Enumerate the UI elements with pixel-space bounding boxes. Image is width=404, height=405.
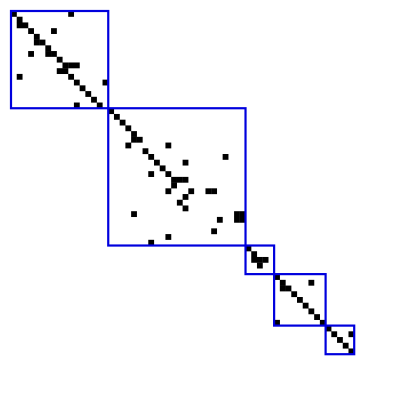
nonzero-entry (325, 325, 332, 332)
nonzero-entry (176, 199, 183, 206)
nonzero-entry (262, 256, 269, 263)
nonzero-entry (142, 148, 149, 155)
nonzero-entry (251, 256, 258, 263)
nonzero-entry (308, 279, 315, 286)
nonzero-entry (342, 342, 349, 349)
nonzero-entry (308, 308, 315, 315)
nonzero-entry (239, 216, 246, 223)
nonzero-entry (348, 348, 355, 355)
nonzero-entry (62, 68, 69, 75)
nonzero-entry (245, 245, 252, 252)
nonzero-entry (251, 251, 258, 258)
nonzero-entry (79, 85, 86, 92)
nonzero-entries (11, 11, 355, 355)
nonzero-entry (182, 194, 189, 200)
nonzero-entry (256, 262, 263, 269)
nonzero-entry (131, 211, 137, 218)
nonzero-entry (182, 205, 189, 212)
nonzero-entry (274, 319, 280, 326)
block-outline-5 (324, 324, 356, 356)
nonzero-entry (234, 211, 240, 218)
nonzero-entry (216, 216, 223, 223)
nonzero-entry (274, 274, 280, 280)
nonzero-entry (211, 228, 218, 235)
nonzero-entry (96, 102, 103, 109)
nonzero-entry (205, 188, 212, 195)
nonzero-entry (159, 165, 166, 172)
nonzero-entry (73, 62, 80, 69)
nonzero-entry (211, 188, 218, 195)
nonzero-entry (85, 91, 92, 97)
nonzero-entry (62, 62, 69, 69)
nonzero-entry (113, 113, 120, 120)
nonzero-entry (68, 11, 75, 17)
nonzero-entry (297, 297, 303, 303)
nonzero-entry (165, 188, 172, 195)
nonzero-entry (148, 239, 155, 246)
nonzero-entry (51, 51, 57, 57)
nonzero-entry (239, 211, 246, 218)
nonzero-entry (119, 119, 126, 126)
nonzero-entry (16, 16, 23, 23)
nonzero-entry (51, 28, 57, 34)
nonzero-entry (234, 216, 240, 223)
nonzero-entry (348, 331, 355, 338)
nonzero-entry (45, 51, 52, 57)
nonzero-entry (188, 188, 195, 195)
nonzero-entry (176, 176, 183, 183)
nonzero-entry (33, 39, 40, 46)
block-outline-3 (244, 244, 276, 276)
nonzero-entry (165, 171, 172, 177)
nonzero-entry (56, 68, 63, 75)
nonzero-entry (302, 302, 309, 309)
nonzero-entry (22, 22, 29, 29)
nonzero-entry (331, 331, 338, 338)
nonzero-entry (28, 28, 34, 34)
nonzero-entry (102, 79, 109, 86)
nonzero-entry (256, 256, 263, 263)
nonzero-entry (28, 51, 34, 57)
nonzero-entry (45, 45, 52, 52)
nonzero-entry (171, 176, 177, 183)
nonzero-entry (279, 285, 286, 292)
nonzero-entry (39, 39, 46, 46)
block-outline-2 (107, 107, 247, 247)
diagonal-blocks (9, 9, 356, 356)
nonzero-entry (73, 102, 80, 109)
nonzero-entry (108, 108, 115, 115)
nonzero-entry (285, 285, 292, 292)
block-outline-4 (273, 273, 327, 327)
nonzero-entry (131, 136, 137, 143)
nonzero-entry (73, 79, 80, 86)
nonzero-entry (136, 136, 143, 143)
block-outline-1 (9, 9, 110, 110)
nonzero-entry (68, 73, 75, 80)
nonzero-entry (314, 314, 320, 320)
nonzero-entry (154, 159, 160, 166)
nonzero-entry (33, 33, 40, 40)
nonzero-entry (337, 337, 343, 343)
nonzero-entry (165, 142, 172, 149)
nonzero-entry (125, 142, 132, 149)
nonzero-entry (16, 22, 23, 29)
nonzero-entry (148, 154, 155, 160)
nonzero-entry (16, 73, 23, 80)
nonzero-entry (148, 171, 155, 177)
nonzero-entry (319, 319, 326, 326)
nonzero-entry (171, 182, 177, 189)
nonzero-entry (165, 234, 172, 240)
nonzero-entry (68, 62, 75, 69)
nonzero-entry (125, 125, 132, 132)
nonzero-entry (182, 176, 189, 183)
nonzero-entry (131, 131, 137, 137)
nonzero-entry (222, 154, 229, 160)
nonzero-entry (182, 159, 189, 166)
nonzero-entry (291, 291, 298, 298)
nonzero-entry (56, 56, 63, 63)
nonzero-entry (279, 279, 286, 286)
nonzero-entry (11, 11, 17, 17)
nonzero-entry (91, 96, 97, 103)
